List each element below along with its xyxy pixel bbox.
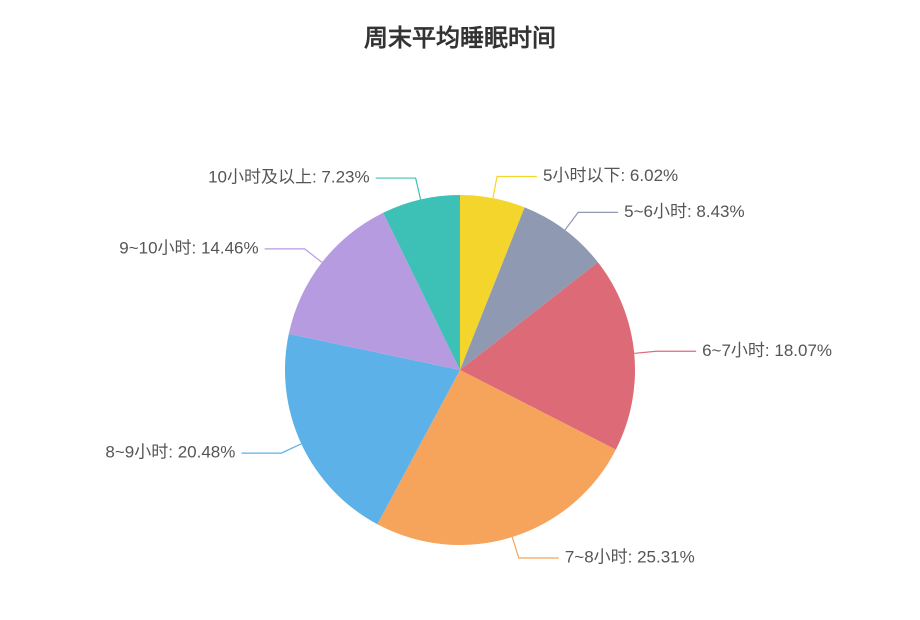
chart-title: 周末平均睡眠时间 bbox=[0, 0, 920, 53]
slice-label: 8~9小时: 20.48% bbox=[105, 443, 235, 462]
slice-label: 10小时及以上: 7.23% bbox=[208, 168, 370, 187]
chart-area: 5小时以下: 6.02%5~6小时: 8.43%6~7小时: 18.07%7~8… bbox=[0, 60, 920, 560]
leader-line bbox=[512, 537, 559, 558]
leader-line bbox=[565, 212, 618, 230]
leader-line bbox=[493, 177, 537, 199]
slice-label: 6~7小时: 18.07% bbox=[702, 341, 832, 360]
slice-label: 7~8小时: 25.31% bbox=[565, 548, 695, 567]
leader-line bbox=[265, 249, 322, 263]
leader-line bbox=[634, 351, 696, 353]
slice-label: 5~6小时: 8.43% bbox=[624, 202, 745, 221]
slice-label: 9~10小时: 14.46% bbox=[119, 238, 258, 257]
slice-label: 5小时以下: 6.02% bbox=[543, 166, 678, 185]
pie-chart: 5小时以下: 6.02% 5~6小时: 8.43% 6~7小时: 18.07% 7~8… bbox=[0, 60, 920, 620]
leader-line bbox=[241, 444, 301, 453]
leader-line bbox=[376, 178, 421, 199]
